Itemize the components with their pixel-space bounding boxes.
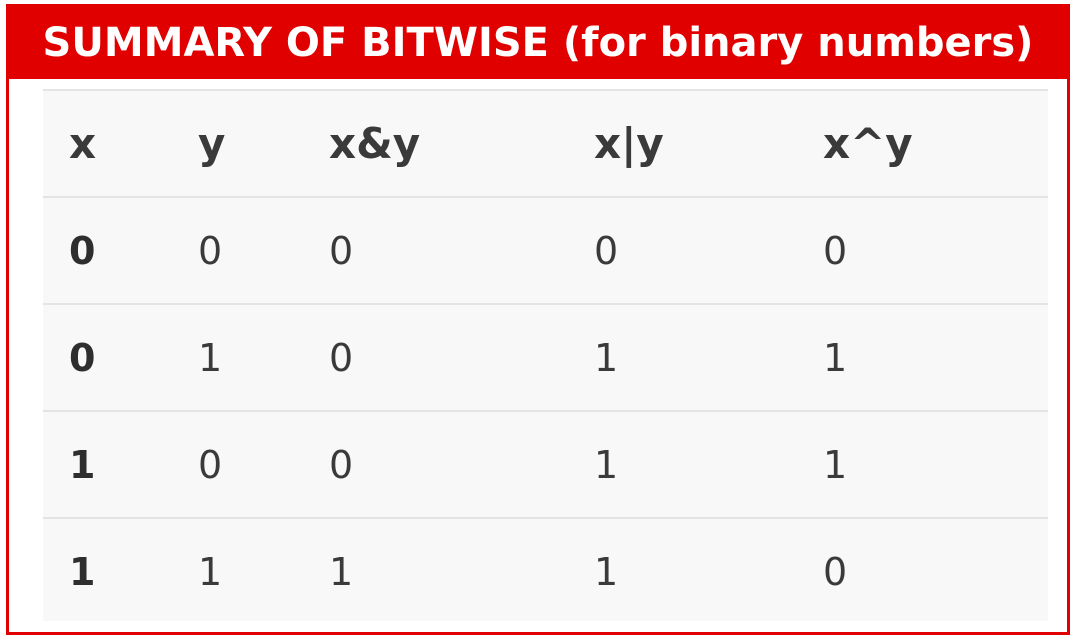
cell-xor: 1 [823,335,848,380]
cell-and: 0 [329,442,354,487]
cell-or: 0 [594,228,619,273]
row-separator [43,196,1048,198]
table-row: 0 1 0 1 1 [43,305,1048,412]
table-row: 1 0 0 1 1 [43,412,1048,519]
header-xor: x^y [823,119,913,168]
header-y: y [198,119,226,168]
cell-and: 0 [329,335,354,380]
table-top-border [43,89,1048,91]
page-title: SUMMARY OF BITWISE (for binary numbers) [42,20,1034,66]
cell-or: 1 [594,335,619,380]
cell-or: 1 [594,442,619,487]
row-separator [43,410,1048,412]
cell-xor: 0 [823,549,848,594]
cell-x: 0 [69,228,96,273]
bitwise-truth-table: x y x&y x|y x^y 0 0 0 0 0 0 1 0 1 1 1 0 … [43,89,1048,621]
cell-or: 1 [594,549,619,594]
cell-y: 0 [198,442,223,487]
table-row: 1 1 1 1 0 [43,519,1048,626]
slide-frame: SUMMARY OF BITWISE (for binary numbers) … [6,4,1070,635]
cell-xor: 0 [823,228,848,273]
row-separator [43,303,1048,305]
header-x: x [69,119,97,168]
cell-y: 1 [198,549,223,594]
cell-x: 1 [69,549,96,594]
table-row: 0 0 0 0 0 [43,198,1048,305]
cell-y: 1 [198,335,223,380]
row-separator [43,517,1048,519]
cell-and: 0 [329,228,354,273]
cell-and: 1 [329,549,354,594]
title-banner: SUMMARY OF BITWISE (for binary numbers) [9,7,1067,79]
cell-x: 0 [69,335,96,380]
header-or: x|y [594,119,664,168]
cell-y: 0 [198,228,223,273]
cell-x: 1 [69,442,96,487]
header-and: x&y [329,119,421,168]
table-header-row: x y x&y x|y x^y [43,91,1048,198]
cell-xor: 1 [823,442,848,487]
